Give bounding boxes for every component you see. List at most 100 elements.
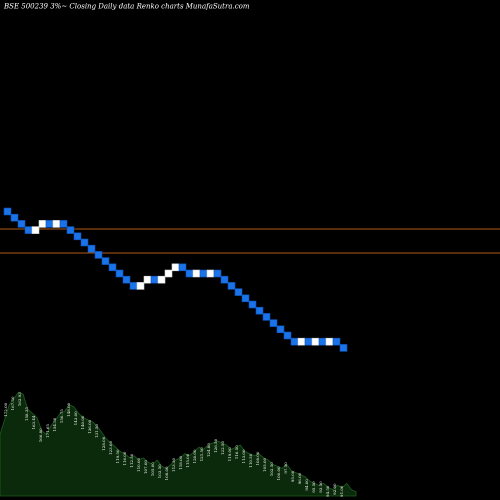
renko-brick-down: [276, 325, 285, 334]
volume-label: 123.00: [108, 441, 113, 455]
volume-label: 115.00: [185, 453, 190, 467]
renko-brick-down: [59, 220, 68, 228]
renko-brick-up: [297, 337, 306, 346]
renko-brick-down: [10, 213, 19, 222]
renko-brick-up: [38, 220, 47, 228]
renko-brick-down: [45, 220, 54, 228]
renko-brick-down: [262, 313, 271, 321]
volume-label: 119.50: [115, 449, 120, 463]
renko-brick-down: [80, 238, 89, 247]
volume-label: 118.00: [178, 455, 183, 469]
renko-brick-down: [213, 269, 222, 278]
volume-label: 131.50: [94, 424, 99, 438]
volume-label: 122.50: [220, 441, 225, 455]
volume-label: 171.65: [45, 424, 50, 438]
volume-label: 158.35: [24, 407, 29, 421]
volume-label: 126.50: [213, 438, 218, 452]
volume-label: 112.50: [129, 453, 134, 467]
renko-brick-up: [52, 220, 61, 228]
volume-label: 154.50: [52, 417, 57, 431]
volume-label: 113.50: [171, 458, 176, 472]
volume-label: 108.00: [255, 451, 260, 465]
renko-brick-down: [199, 269, 208, 278]
renko-brick-down: [241, 294, 250, 303]
volume-label: 107.00: [143, 460, 148, 474]
renko-brick-down: [101, 257, 110, 265]
volume-label: 120.00: [192, 449, 197, 463]
volume-label: 92.00: [332, 483, 337, 495]
renko-brick-up: [311, 337, 320, 346]
renko-brick-down: [234, 288, 243, 296]
chart-title: BSE 500239 3%~ Closing Daily data Renko …: [3, 3, 250, 11]
volume-label: 136.00: [87, 419, 92, 433]
volume-label: 172.00: [3, 402, 8, 416]
renko-brick-up: [136, 282, 145, 290]
volume-label: 167.50: [10, 396, 15, 410]
volume-label: 100.00: [276, 466, 281, 480]
renko-brick-down: [269, 319, 278, 327]
volume-label: 143.00: [73, 411, 78, 425]
renko-brick-down: [108, 263, 117, 272]
volume-label: 140.00: [80, 415, 85, 429]
reference-lines: [0, 228, 500, 254]
volume-label: 110.50: [248, 453, 253, 467]
renko-brick-down: [339, 344, 348, 352]
renko-brick-up: [157, 275, 166, 284]
volume-label: 96.00: [297, 472, 302, 484]
volume-label: 93.50: [318, 481, 323, 493]
renko-brick-down: [24, 226, 33, 234]
renko-brick-down: [115, 269, 124, 278]
renko-brick-down: [129, 282, 138, 290]
volume-label: 116.50: [234, 445, 239, 459]
renko-brick-down: [150, 275, 159, 284]
renko-brick-down: [283, 331, 292, 340]
volume-label: 148.00: [66, 402, 71, 416]
volume-label: 119.00: [227, 447, 232, 461]
renko-brick-down: [227, 282, 236, 290]
volume-label: 163.44: [31, 415, 36, 429]
renko-brick-down: [255, 306, 264, 315]
renko-brick-down: [178, 263, 187, 272]
renko-brick-up: [325, 337, 334, 346]
volume-area: [0, 391, 357, 497]
volume-label: 105.00: [150, 462, 155, 476]
renko-brick-up: [31, 226, 40, 234]
volume-label: 128.00: [101, 436, 106, 450]
volume-label: 94.50: [325, 485, 330, 497]
volume-panel: [0, 391, 357, 497]
renko-brick-down: [3, 207, 12, 216]
renko-brick-down: [73, 232, 82, 241]
volume-label: 166.80: [38, 428, 43, 442]
volume-label: 95.00: [290, 470, 295, 482]
volume-label: 124.80: [206, 443, 211, 457]
renko-brick-down: [122, 275, 131, 284]
volume-label: 110.00: [136, 458, 141, 472]
volume-label: 95.50: [311, 481, 316, 493]
volume-label: 121.50: [199, 447, 204, 461]
volume-label: 162.93: [17, 392, 22, 406]
volume-label: 108.00: [164, 466, 169, 480]
volume-label: 94.00: [304, 479, 309, 491]
renko-brick-down: [87, 244, 96, 253]
renko-brick-down: [17, 220, 26, 228]
renko-brick-down: [94, 251, 103, 259]
renko-brick-down: [185, 269, 194, 278]
volume-label: 103.50: [157, 464, 162, 478]
volume-label: 116.00: [122, 451, 127, 465]
renko-brick-down: [290, 337, 299, 346]
volume-label: 97.50: [283, 462, 288, 474]
renko-brick-down: [248, 300, 257, 309]
volume-label: 150.75: [59, 409, 64, 423]
renko-bricks: [3, 207, 348, 352]
volume-label: 102.50: [269, 462, 274, 476]
renko-brick-up: [143, 275, 152, 284]
volume-label: 91.00: [339, 485, 344, 497]
renko-brick-up: [164, 269, 173, 278]
renko-brick-down: [318, 337, 327, 346]
renko-brick-down: [304, 337, 313, 346]
renko-brick-down: [220, 275, 229, 284]
renko-brick-up: [206, 269, 215, 278]
